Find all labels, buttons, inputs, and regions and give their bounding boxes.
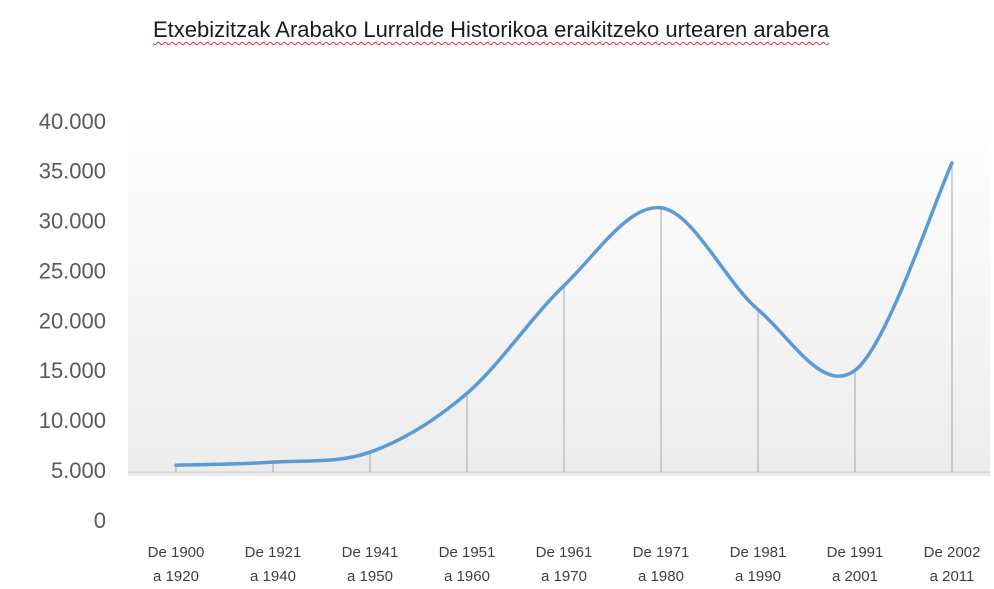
x-tick-label-line: De 1981 xyxy=(730,544,787,561)
x-tick-label-line: De 2002 xyxy=(924,544,981,561)
line-series xyxy=(174,161,954,467)
y-tick-label: 20.000 xyxy=(39,308,106,333)
x-tick-label: De 1951 a 1960 xyxy=(439,544,496,585)
x-tick-label-line: a 1970 xyxy=(541,568,587,585)
y-tick-label: 0 xyxy=(94,508,106,533)
x-tick-label-line: a 1990 xyxy=(735,568,781,585)
x-tick-label-line: a 1980 xyxy=(638,568,684,585)
x-tick-label-line: De 1941 xyxy=(342,544,399,561)
y-tick-label: 25.000 xyxy=(39,258,106,283)
y-tick-label: 40.000 xyxy=(39,109,106,134)
x-tick-label-line: a 1960 xyxy=(444,568,490,585)
x-tick-label: De 1971 a 1980 xyxy=(633,544,690,585)
x-tick-label-line: De 1921 xyxy=(245,544,302,561)
x-tick-label-line: De 1900 xyxy=(148,544,205,561)
y-tick-label: 10.000 xyxy=(39,408,106,433)
x-tick-label: De 1941 a 1950 xyxy=(342,544,399,585)
x-tick-label-line: De 1961 xyxy=(536,544,593,561)
x-tick-label: De 1961 a 1970 xyxy=(536,544,593,585)
x-tick-label-line: a 1940 xyxy=(250,568,296,585)
x-tick-label: De 1921 a 1940 xyxy=(245,544,302,585)
x-tick-label: De 1981 a 1990 xyxy=(730,544,787,585)
x-tick-label-line: a 2001 xyxy=(832,568,878,585)
y-tick-label: 5.000 xyxy=(51,458,106,483)
y-tick-label: 35.000 xyxy=(39,159,106,184)
x-tick-label-line: a 1920 xyxy=(153,568,199,585)
x-tick-label-line: De 1971 xyxy=(633,544,690,561)
x-tick-label: De 1900 a 1920 xyxy=(148,544,205,585)
x-tick-label: De 2002 a 2011 xyxy=(924,544,981,585)
x-tick-label-line: a 2011 xyxy=(930,568,975,585)
x-tick-label-line: a 1950 xyxy=(347,568,393,585)
y-tick-label: 30.000 xyxy=(39,209,106,234)
x-tick-label-line: De 1951 xyxy=(439,544,496,561)
x-tick-label: De 1991 a 2001 xyxy=(827,544,884,585)
y-tick-label: 15.000 xyxy=(39,358,106,383)
x-tick-label-line: De 1991 xyxy=(827,544,884,561)
chart-title: Etxebizitzak Arabako Lurralde Historikoa… xyxy=(153,17,830,42)
